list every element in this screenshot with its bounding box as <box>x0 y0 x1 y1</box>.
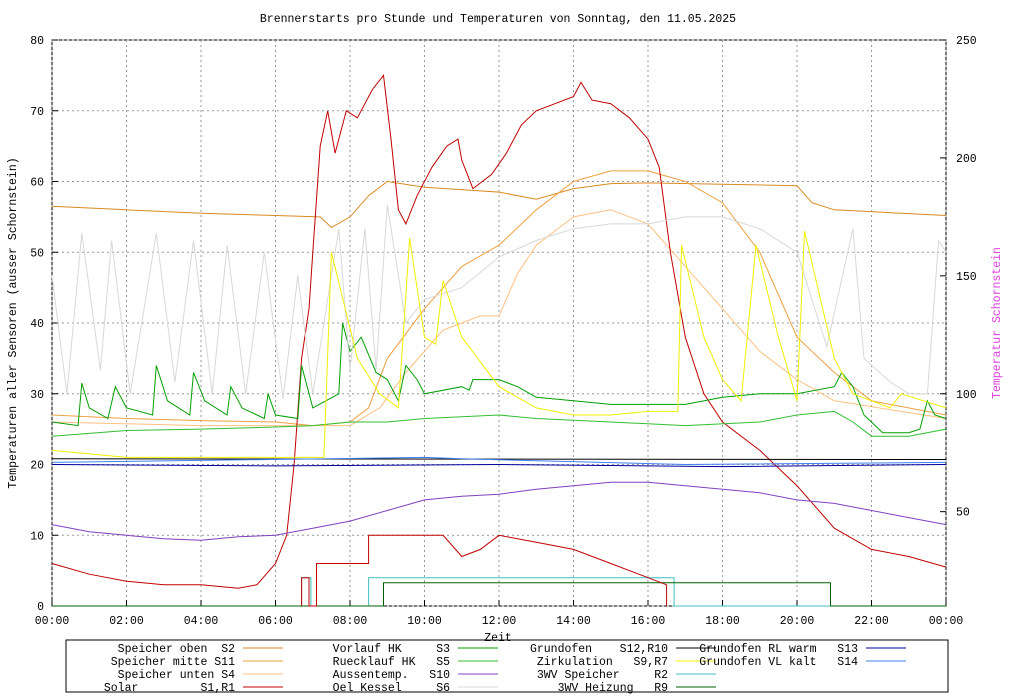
y-tick-label: 60 <box>30 177 44 190</box>
series-line <box>51 170 947 427</box>
x-tick-label: 00:00 <box>929 615 964 628</box>
legend-box <box>65 639 949 693</box>
series-line <box>51 180 947 229</box>
y-tick-label: 20 <box>30 460 44 473</box>
y2-tick-label: 100 <box>956 389 977 402</box>
x-tick-label: 00:00 <box>35 615 70 628</box>
x-tick-label: 14:00 <box>556 615 591 628</box>
x-tick-label: 04:00 <box>184 615 219 628</box>
series-line <box>52 582 946 607</box>
x-tick-label: 22:00 <box>854 615 889 628</box>
x-tick-label: 06:00 <box>258 615 293 628</box>
series-line <box>51 458 947 460</box>
y-tick-label: 10 <box>30 530 44 543</box>
y-tick-label: 80 <box>30 35 44 48</box>
legend-label: Vorlauf HK S3 <box>333 643 450 656</box>
legend-label: Speicher mitte S11 <box>111 656 235 669</box>
x-tick-label: 18:00 <box>705 615 740 628</box>
y-tick-label: 30 <box>30 389 44 402</box>
x-axis-label: Zeit <box>484 632 512 645</box>
x-tick-label: 10:00 <box>407 615 442 628</box>
series-line <box>51 410 947 437</box>
x-tick-label: 16:00 <box>631 615 666 628</box>
x-tick-label: 20:00 <box>780 615 815 628</box>
series-line <box>51 463 947 468</box>
legend-label: Speicher unten S4 <box>118 669 235 682</box>
series-line <box>51 230 947 458</box>
legend-label: 3WV Speicher R2 <box>537 669 668 682</box>
legend-label: Aussentemp. S10 <box>333 669 450 682</box>
legend-label: Speicher oben S2 <box>118 643 235 656</box>
y-tick-label: 40 <box>30 318 44 331</box>
legend-label: Grundofen RL warm S13 <box>699 643 858 656</box>
legend-label: Solar S1,R1 <box>104 682 235 695</box>
x-tick-label: 02:00 <box>109 615 144 628</box>
y2-tick-label: 200 <box>956 153 977 166</box>
chart-title: Brennerstarts pro Stunde und Temperature… <box>260 13 736 26</box>
y-tick-label: 50 <box>30 247 44 260</box>
legend-label: Grundofen S12,R10 <box>530 643 668 656</box>
y2-tick-label: 150 <box>956 271 977 284</box>
legend-label: Oel Kessel S6 <box>333 682 450 695</box>
y-axis-label: Temperaturen aller Sensoren (ausser Scho… <box>7 157 20 488</box>
series-line <box>51 481 947 541</box>
legend-label: Zirkulation S9,R7 <box>537 656 668 669</box>
series-line <box>301 534 668 607</box>
y-tick-label: 70 <box>30 106 44 119</box>
y2-tick-label: 250 <box>956 35 977 48</box>
y-tick-label: 0 <box>37 601 44 614</box>
series-line <box>51 205 947 399</box>
legend-label: 3WV Heizung R9 <box>558 682 669 695</box>
legend-label: Grundofen VL kalt S14 <box>699 656 858 669</box>
x-tick-label: 12:00 <box>482 615 517 628</box>
series-line <box>51 322 947 434</box>
series-line <box>51 456 947 466</box>
x-tick-label: 08:00 <box>333 615 368 628</box>
series-line <box>51 209 947 427</box>
y2-axis-label: Temperatur Schornstein <box>991 247 1004 399</box>
y2-tick-label: 50 <box>956 507 970 520</box>
legend-label: Ruecklauf HK S5 <box>333 656 450 669</box>
